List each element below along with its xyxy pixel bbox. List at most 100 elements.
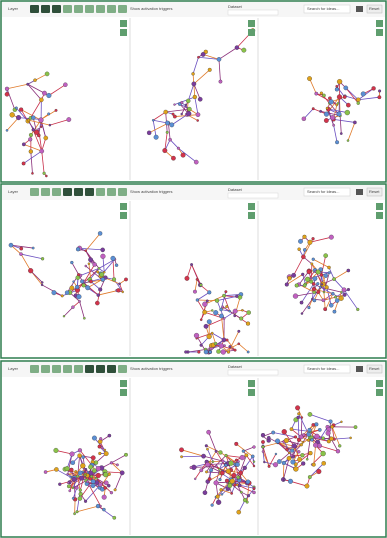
graph-node[interactable] — [303, 248, 306, 251]
graph-node[interactable] — [235, 462, 239, 466]
graph-node[interactable] — [332, 277, 335, 280]
graph-node[interactable] — [211, 309, 213, 311]
graph-node[interactable] — [378, 95, 382, 99]
graph-node[interactable] — [312, 282, 315, 285]
graph-node[interactable] — [147, 131, 151, 135]
graph-node[interactable] — [88, 258, 93, 263]
graph-node[interactable] — [321, 437, 324, 440]
graph-node[interactable] — [61, 295, 64, 298]
graph-node[interactable] — [40, 126, 42, 128]
graph-node[interactable] — [16, 115, 21, 120]
graph-node[interactable] — [75, 470, 77, 472]
graph-node[interactable] — [28, 137, 32, 141]
graph-node[interactable] — [322, 461, 326, 465]
graph-node[interactable] — [179, 448, 183, 452]
reset-label[interactable]: Reset — [369, 189, 380, 194]
layer-button[interactable] — [85, 5, 94, 13]
layer-button[interactable] — [118, 188, 127, 196]
graph-node[interactable] — [204, 324, 208, 328]
graph-node[interactable] — [201, 454, 205, 458]
graph-node[interactable] — [154, 135, 159, 140]
graph-node[interactable] — [215, 465, 217, 467]
graph-node[interactable] — [116, 464, 119, 467]
graph-node[interactable] — [31, 116, 35, 120]
graph-node[interactable] — [356, 308, 359, 311]
graph-node[interactable] — [305, 484, 310, 489]
graph-node[interactable] — [308, 240, 313, 245]
graph-node[interactable] — [5, 92, 9, 96]
zoom-out[interactable] — [248, 389, 255, 396]
graph-node[interactable] — [230, 479, 235, 484]
graph-node[interactable] — [346, 103, 350, 107]
graph-node[interactable] — [301, 273, 304, 276]
search-input[interactable]: Search for ideas... — [307, 366, 339, 371]
graph-node[interactable] — [110, 461, 113, 464]
graph-node[interactable] — [293, 294, 298, 299]
graph-node[interactable] — [329, 303, 333, 307]
graph-node[interactable] — [263, 461, 265, 463]
graph-node[interactable] — [246, 480, 250, 484]
graph-node[interactable] — [28, 268, 33, 273]
graph-node[interactable] — [70, 261, 73, 264]
zoom-out[interactable] — [120, 29, 127, 36]
graph-node[interactable] — [65, 466, 70, 471]
graph-node[interactable] — [181, 153, 186, 158]
graph-node[interactable] — [312, 258, 315, 261]
graph-node[interactable] — [335, 299, 339, 303]
graph-node[interactable] — [261, 440, 264, 443]
graph-node[interactable] — [206, 448, 208, 450]
layer-button[interactable] — [52, 365, 61, 373]
graph-node[interactable] — [41, 284, 43, 286]
graph-node[interactable] — [247, 494, 250, 497]
graph-node[interactable] — [80, 463, 85, 468]
graph-node[interactable] — [207, 320, 212, 325]
graph-node[interactable] — [253, 461, 255, 463]
zoom-in[interactable] — [120, 380, 127, 387]
graph-node[interactable] — [78, 471, 82, 475]
graph-node[interactable] — [204, 350, 208, 354]
graph-node[interactable] — [225, 305, 228, 308]
graph-node[interactable] — [267, 436, 270, 439]
graph-node[interactable] — [80, 280, 84, 284]
graph-node[interactable] — [214, 342, 217, 345]
graph-node[interactable] — [221, 306, 223, 308]
zoom-in[interactable] — [248, 203, 255, 210]
zoom-out[interactable] — [376, 29, 383, 36]
graph-node[interactable] — [224, 464, 227, 467]
graph-node[interactable] — [184, 351, 187, 354]
graph-node[interactable] — [49, 124, 51, 126]
layer-button[interactable] — [96, 365, 105, 373]
graph-node[interactable] — [77, 273, 80, 276]
graph-node[interactable] — [322, 94, 325, 97]
graph-node[interactable] — [252, 491, 255, 494]
graph-node[interactable] — [327, 266, 330, 269]
graph-node[interactable] — [329, 420, 333, 424]
graph-node[interactable] — [98, 288, 102, 292]
graph-node[interactable] — [343, 293, 347, 297]
graph-node[interactable] — [242, 48, 247, 53]
graph-node[interactable] — [198, 97, 202, 101]
graph-node[interactable] — [89, 280, 92, 283]
graph-node[interactable] — [39, 98, 43, 102]
graph-node[interactable] — [45, 175, 47, 177]
graph-node[interactable] — [218, 450, 222, 454]
graph-node[interactable] — [298, 248, 301, 251]
graph-node[interactable] — [96, 473, 101, 478]
graph-node[interactable] — [72, 281, 74, 283]
dataset-select[interactable] — [228, 193, 278, 198]
graph-node[interactable] — [317, 290, 321, 294]
graph-node[interactable] — [230, 492, 232, 494]
zoom-in[interactable] — [120, 20, 127, 27]
graph-node[interactable] — [292, 444, 297, 449]
graph-node[interactable] — [102, 495, 107, 500]
graph-node[interactable] — [273, 462, 278, 467]
graph-node[interactable] — [165, 121, 169, 125]
graph-node[interactable] — [240, 455, 245, 460]
graph-node[interactable] — [185, 104, 187, 106]
graph-node[interactable] — [98, 452, 101, 455]
reset-label[interactable]: Reset — [369, 6, 380, 11]
graph-node[interactable] — [335, 87, 339, 91]
graph-node[interactable] — [216, 495, 220, 499]
graph-node[interactable] — [200, 344, 203, 347]
graph-node[interactable] — [312, 423, 315, 426]
